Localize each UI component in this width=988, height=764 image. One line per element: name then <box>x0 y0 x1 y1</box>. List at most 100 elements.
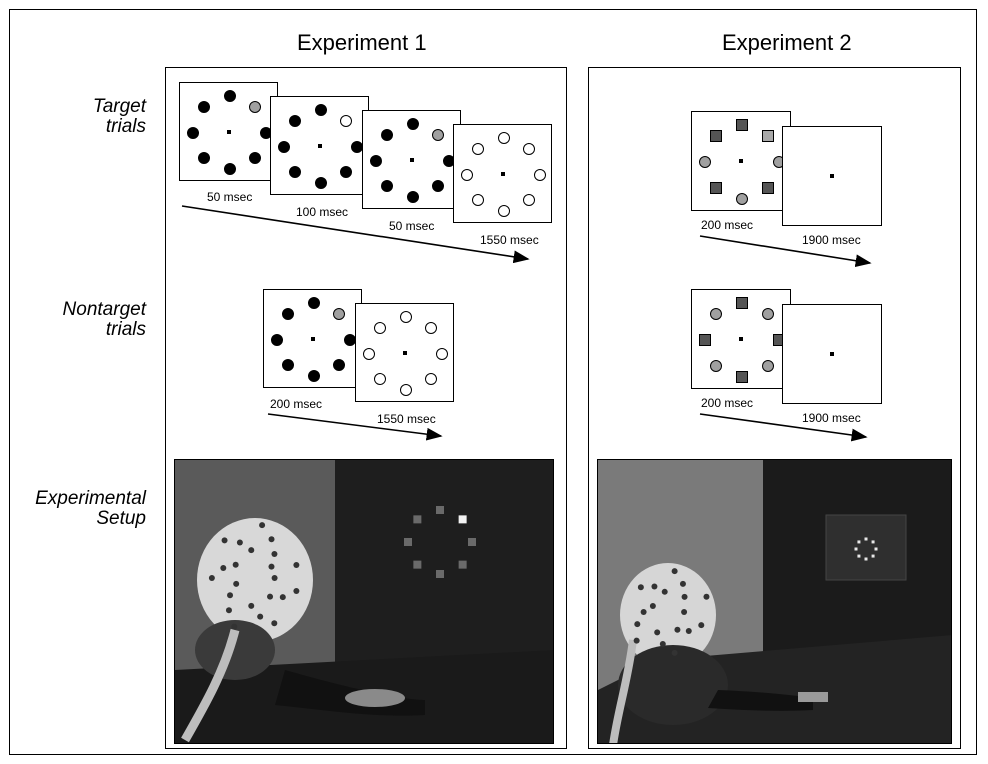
fixation-point <box>830 352 834 356</box>
exp2-target-duration-1: 200 msec <box>701 218 754 232</box>
experiment1-setup-photo <box>174 459 554 744</box>
square-stimulus <box>762 129 775 142</box>
disc-stimulus <box>699 156 711 168</box>
square-stimulus <box>709 129 722 142</box>
experiment2-panel <box>588 67 961 749</box>
exp2-target-frame-2 <box>782 126 882 226</box>
fixation-point <box>739 159 743 163</box>
disc-stimulus <box>471 142 484 155</box>
disc-stimulus <box>436 347 449 360</box>
disc-stimulus <box>270 333 283 346</box>
disc-stimulus <box>534 168 547 181</box>
experiment1-panel <box>165 67 567 749</box>
exp1-nontarget-time-arrow <box>267 413 443 441</box>
exp1-target-duration-4: 1550 msec <box>480 233 539 247</box>
exp2-nontarget-frame-1 <box>691 289 791 389</box>
square-stimulus <box>736 297 748 309</box>
disc-stimulus <box>709 360 722 373</box>
nontarget-label-line1: Nontarget <box>62 299 146 320</box>
disc-stimulus <box>373 373 386 386</box>
disc-stimulus <box>425 373 438 386</box>
disc-stimulus <box>333 307 346 320</box>
nontarget-label-line2: trials <box>105 319 146 340</box>
disc-stimulus <box>432 180 445 193</box>
disc-stimulus <box>406 117 419 130</box>
exp1-nontarget-frame-2 <box>355 303 454 402</box>
exp1-target-frame-3 <box>362 110 461 209</box>
disc-stimulus <box>277 140 290 153</box>
disc-stimulus <box>406 191 419 204</box>
disc-stimulus <box>373 321 386 334</box>
experiment1-title: Experiment 1 <box>297 30 427 55</box>
disc-stimulus <box>281 307 294 320</box>
disc-stimulus <box>288 166 301 179</box>
disc-stimulus <box>380 180 393 193</box>
fixation-point <box>226 129 231 134</box>
square-stimulus <box>699 334 711 346</box>
disc-stimulus <box>340 166 353 179</box>
target-trials-label: Target trials <box>6 97 146 137</box>
disc-stimulus <box>460 168 473 181</box>
disc-stimulus <box>186 126 199 139</box>
disc-stimulus <box>223 89 236 102</box>
disc-stimulus <box>425 321 438 334</box>
exp2-nontarget-duration-1: 200 msec <box>701 396 754 410</box>
experiment2-setup-photo <box>597 459 952 744</box>
exp1-target-time-arrow <box>181 205 530 264</box>
fixation-point <box>402 350 407 355</box>
exp1-nontarget-frame-1 <box>263 289 362 388</box>
exp1-target-duration-2: 100 msec <box>296 205 349 219</box>
target-label-line1: Target <box>92 96 146 117</box>
fixation-point <box>830 174 834 178</box>
disc-stimulus <box>314 103 327 116</box>
disc-stimulus <box>399 310 412 323</box>
fixation-point <box>409 157 414 162</box>
exp1-nontarget-duration-1: 200 msec <box>270 397 323 411</box>
square-stimulus <box>736 371 748 383</box>
disc-stimulus <box>249 100 262 113</box>
disc-stimulus <box>471 194 484 207</box>
setup-label-line2: Setup <box>96 508 146 529</box>
disc-stimulus <box>288 114 301 127</box>
experiment2-title: Experiment 2 <box>722 30 852 55</box>
fixation-point <box>500 171 505 176</box>
disc-stimulus <box>314 177 327 190</box>
disc-stimulus <box>399 384 412 397</box>
disc-stimulus <box>497 131 510 144</box>
disc-stimulus <box>197 152 210 165</box>
disc-stimulus <box>333 359 346 372</box>
square-stimulus <box>736 119 748 131</box>
exp2-nontarget-duration-2: 1900 msec <box>802 411 861 425</box>
exp1-nontarget-duration-2: 1550 msec <box>377 412 436 426</box>
square-stimulus <box>762 182 775 195</box>
disc-stimulus <box>369 154 382 167</box>
exp1-target-frame-4 <box>453 124 552 223</box>
experimental-setup-label: Experimental Setup <box>6 489 146 529</box>
exp2-nontarget-time-arrow <box>699 413 868 442</box>
setup-label-line1: Experimental <box>35 488 146 509</box>
exp1-target-duration-1: 50 msec <box>207 190 253 204</box>
exp2-target-duration-2: 1900 msec <box>802 233 861 247</box>
square-stimulus <box>709 182 722 195</box>
exp2-target-frame-1 <box>691 111 791 211</box>
disc-stimulus <box>709 307 722 320</box>
disc-stimulus <box>523 142 536 155</box>
disc-stimulus <box>307 370 320 383</box>
disc-stimulus <box>380 128 393 141</box>
exp1-target-duration-3: 50 msec <box>389 219 435 233</box>
figure-border <box>9 9 977 755</box>
disc-stimulus <box>736 193 748 205</box>
fixation-point <box>317 143 322 148</box>
exp1-target-frame-1 <box>179 82 278 181</box>
exp1-target-frame-2 <box>270 96 369 195</box>
disc-stimulus <box>307 296 320 309</box>
disc-stimulus <box>223 163 236 176</box>
disc-stimulus <box>523 194 536 207</box>
disc-stimulus <box>281 359 294 372</box>
disc-stimulus <box>762 360 775 373</box>
exp2-target-time-arrow <box>699 235 872 268</box>
fixation-point <box>310 336 315 341</box>
target-label-line2: trials <box>105 116 146 137</box>
disc-stimulus <box>762 307 775 320</box>
